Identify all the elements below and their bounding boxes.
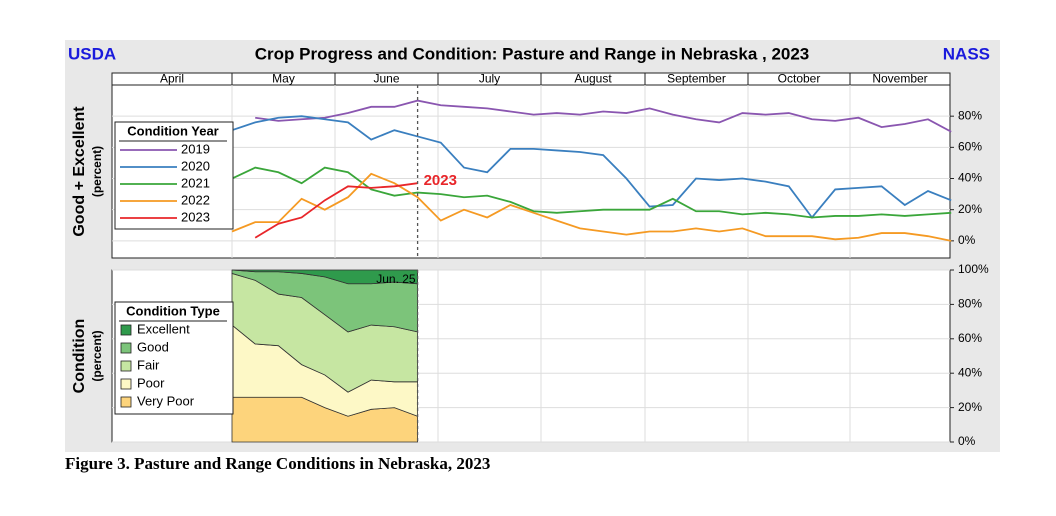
- legend-swatch: [120, 360, 132, 372]
- line-series: [255, 99, 952, 133]
- y-tick-label: 0%: [958, 233, 976, 247]
- legend-title: Condition Type: [126, 303, 220, 318]
- y-tick-label: 20%: [958, 400, 982, 414]
- legend-swatch: [120, 324, 132, 336]
- annotation: Jun. 25: [376, 272, 416, 286]
- legend-swatch: [120, 342, 132, 354]
- end-label: 2023: [424, 172, 457, 189]
- month-label: September: [667, 72, 726, 86]
- line-series: [231, 172, 952, 242]
- month-label: August: [574, 72, 612, 86]
- y-tick-label: 40%: [958, 365, 982, 379]
- legend-label: Fair: [137, 357, 160, 372]
- legend-label: Very Poor: [137, 393, 195, 408]
- line-series: [231, 166, 952, 219]
- caption: Figure 3. Pasture and Range Conditions i…: [65, 454, 490, 473]
- month-cell: [849, 72, 951, 86]
- legend-swatch: [120, 396, 132, 408]
- panel: [112, 269, 954, 443]
- month-label: November: [872, 72, 927, 86]
- y-axis-subtitle: (percent): [90, 146, 104, 197]
- header-right: NASS: [943, 44, 990, 63]
- month-label: May: [272, 72, 295, 86]
- legend-label: 2021: [181, 175, 210, 190]
- month-label: June: [373, 72, 399, 86]
- legend-label: Good: [137, 339, 169, 354]
- y-tick-label: 80%: [958, 297, 982, 311]
- y-axis-subtitle: (percent): [90, 330, 104, 381]
- line-series: [231, 115, 952, 219]
- line-series: [254, 182, 418, 239]
- legend-swatch: [120, 378, 132, 390]
- legend-label: 2023: [181, 209, 210, 224]
- y-tick-label: 40%: [958, 171, 982, 185]
- chart-title: Crop Progress and Condition: Pasture and…: [255, 44, 810, 63]
- legend-label: Poor: [137, 375, 165, 390]
- y-tick-label: 60%: [958, 140, 982, 154]
- y-tick-label: 60%: [958, 331, 982, 345]
- legend-label: 2020: [181, 158, 210, 173]
- month-label: October: [778, 72, 821, 86]
- legend-box: [114, 121, 234, 230]
- y-axis-title: Condition: [71, 319, 88, 394]
- y-tick-label: 20%: [958, 202, 982, 216]
- y-tick-label: 100%: [958, 262, 989, 276]
- y-tick-label: 80%: [958, 108, 982, 122]
- legend-title: Condition Year: [127, 123, 219, 138]
- legend-label: 2022: [181, 192, 210, 207]
- legend-label: 2019: [181, 141, 210, 156]
- y-axis-title: Good + Excellent: [71, 106, 88, 237]
- legend-label: Excellent: [137, 321, 190, 336]
- month-label: April: [160, 72, 184, 86]
- header-left: USDA: [68, 44, 116, 63]
- y-tick-label: 0%: [958, 434, 976, 448]
- month-label: July: [479, 72, 500, 86]
- plot-area: [111, 84, 951, 259]
